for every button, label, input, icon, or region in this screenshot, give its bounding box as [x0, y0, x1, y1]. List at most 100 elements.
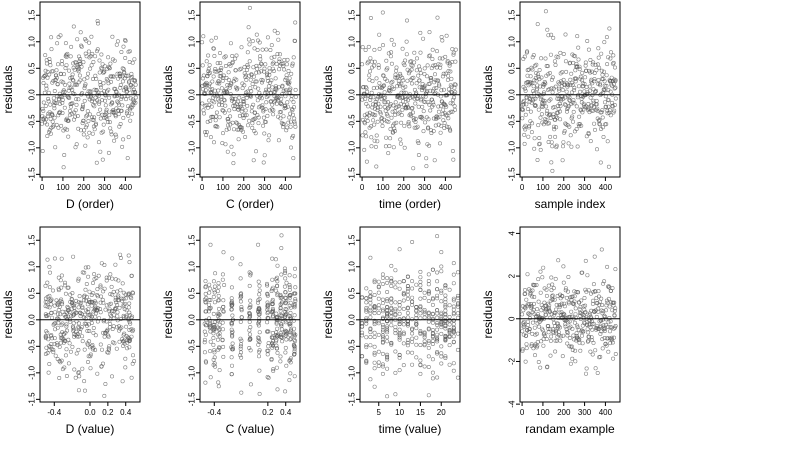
y-tick-label: -1.5 [347, 167, 356, 181]
data-point [97, 79, 102, 84]
data-point [78, 30, 83, 35]
data-point [364, 159, 369, 164]
data-point [439, 290, 444, 295]
data-point [203, 291, 208, 296]
data-point [399, 113, 404, 118]
data-point [613, 78, 618, 83]
data-point [279, 120, 284, 125]
data-point [238, 319, 243, 324]
data-point [385, 289, 390, 294]
data-point [455, 347, 460, 352]
data-point [216, 380, 221, 385]
data-point [243, 108, 248, 113]
data-point [200, 40, 205, 45]
data-point [538, 84, 543, 89]
plot-frame [199, 226, 301, 403]
data-point [447, 330, 452, 335]
data-point [447, 343, 452, 348]
data-point [128, 118, 133, 123]
data-point [213, 271, 218, 276]
data-point [410, 339, 415, 344]
data-point [257, 307, 262, 312]
data-point [450, 149, 455, 154]
data-point [127, 301, 132, 306]
data-point [125, 340, 130, 345]
plot-frame [359, 1, 461, 178]
data-point [602, 279, 607, 284]
data-point [132, 359, 137, 364]
data-point [371, 113, 376, 118]
data-point [399, 120, 404, 125]
data-point [282, 284, 287, 289]
data-point [85, 109, 90, 114]
data-point [396, 93, 401, 98]
data-point [372, 320, 377, 325]
data-point [566, 301, 571, 306]
data-point [542, 98, 547, 103]
data-point [414, 81, 419, 86]
data-point [422, 339, 427, 344]
data-point [45, 75, 50, 80]
data-point [274, 339, 279, 344]
data-point [257, 330, 262, 335]
y-tick-label: 0.0 [507, 89, 516, 101]
data-point [590, 352, 595, 357]
data-point [279, 246, 284, 251]
data-point [548, 97, 553, 102]
data-point [365, 118, 370, 123]
data-point [545, 27, 550, 32]
data-point [124, 334, 129, 339]
data-point [533, 75, 538, 80]
data-point [44, 345, 49, 350]
data-point [525, 49, 530, 54]
data-point [586, 288, 591, 293]
y-tick-label: 1.0 [347, 261, 356, 273]
data-point [116, 295, 121, 300]
data-point [79, 311, 84, 316]
data-point [45, 122, 50, 127]
data-point [542, 331, 547, 336]
data-point [565, 82, 570, 87]
data-point [120, 74, 125, 79]
y-tick-label: -1.5 [347, 392, 356, 406]
data-point [115, 99, 120, 104]
data-point [261, 115, 266, 120]
data-point [439, 88, 444, 93]
data-point [130, 84, 135, 89]
data-point [575, 144, 580, 149]
data-point [227, 108, 232, 113]
data-point [376, 360, 381, 365]
data-point [562, 301, 567, 306]
data-point [376, 321, 381, 326]
data-point [380, 307, 385, 312]
data-point [95, 47, 100, 52]
data-point [426, 272, 431, 277]
data-point [567, 335, 572, 340]
data-point [84, 114, 89, 119]
data-point [217, 115, 222, 120]
data-point [549, 32, 554, 37]
data-point [561, 77, 566, 82]
data-point [453, 90, 458, 95]
data-point [132, 57, 137, 62]
data-point [446, 87, 451, 92]
data-point [248, 273, 253, 278]
data-point [203, 284, 208, 289]
data-point [389, 37, 394, 42]
data-point [275, 332, 280, 337]
data-point [605, 264, 610, 269]
data-point [393, 72, 398, 77]
data-point [439, 310, 444, 315]
data-point [240, 86, 245, 91]
data-point [380, 297, 385, 302]
data-point [70, 324, 75, 329]
data-point [426, 289, 431, 294]
data-point [538, 290, 543, 295]
data-point [70, 72, 75, 77]
data-point [530, 294, 535, 299]
data-point [583, 60, 588, 65]
data-point [100, 112, 105, 117]
data-point [418, 305, 423, 310]
data-point [368, 377, 373, 382]
data-point [283, 306, 288, 311]
